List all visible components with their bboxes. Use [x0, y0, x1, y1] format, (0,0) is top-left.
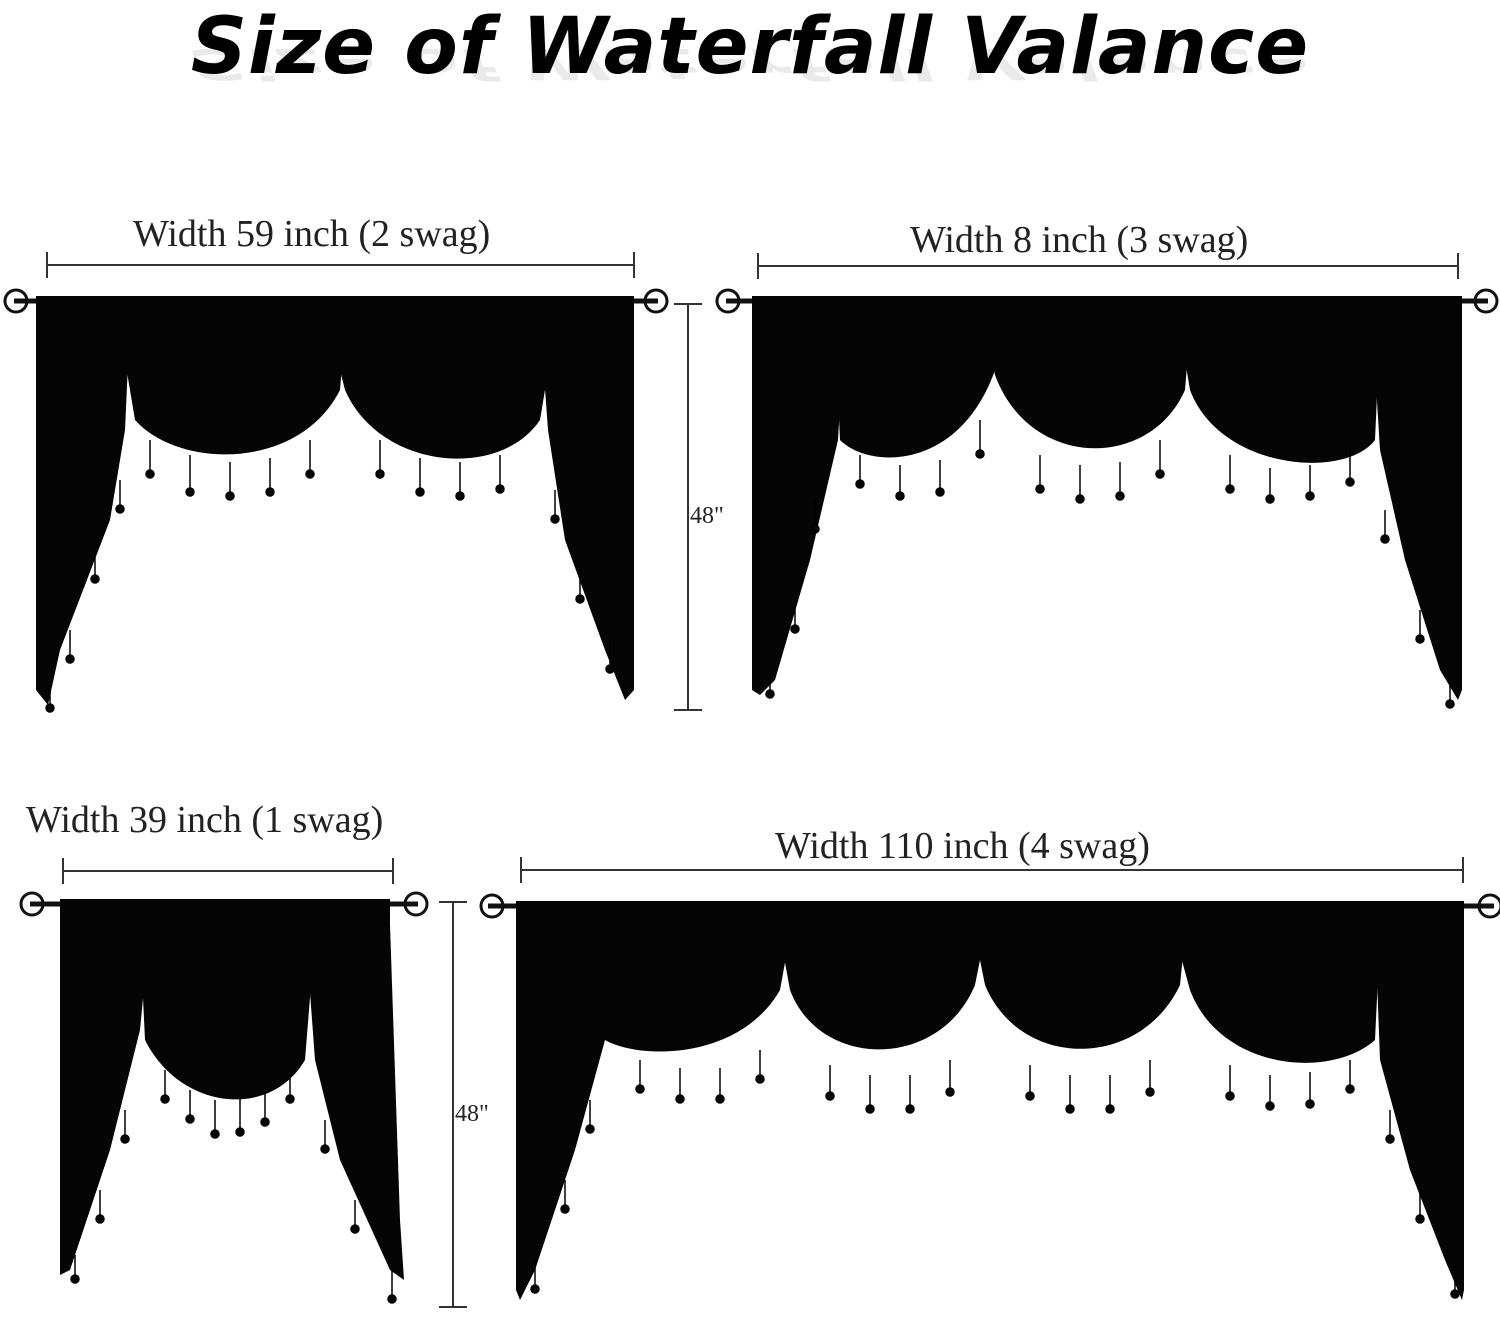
dimension-lines: [46, 252, 1464, 1308]
valance-2: [715, 288, 1499, 709]
page-title: Size of Waterfall Valance: [190, 2, 1310, 92]
valance-1-height-label: 48": [690, 503, 724, 529]
valance-1-width-label: Width 59 inch (2 swag): [133, 213, 491, 255]
valance-3-height-label: 48": [455, 1101, 489, 1127]
valance-4: [479, 893, 1500, 1300]
valance-3-width-label: Width 39 inch (1 swag): [26, 799, 384, 841]
valance-3: [19, 891, 429, 1304]
valance-4-width-label: Width 110 inch (4 swag): [775, 825, 1150, 867]
valance-2-width-label: Width 8 inch (3 swag): [910, 219, 1249, 261]
valance-1: [3, 288, 669, 713]
